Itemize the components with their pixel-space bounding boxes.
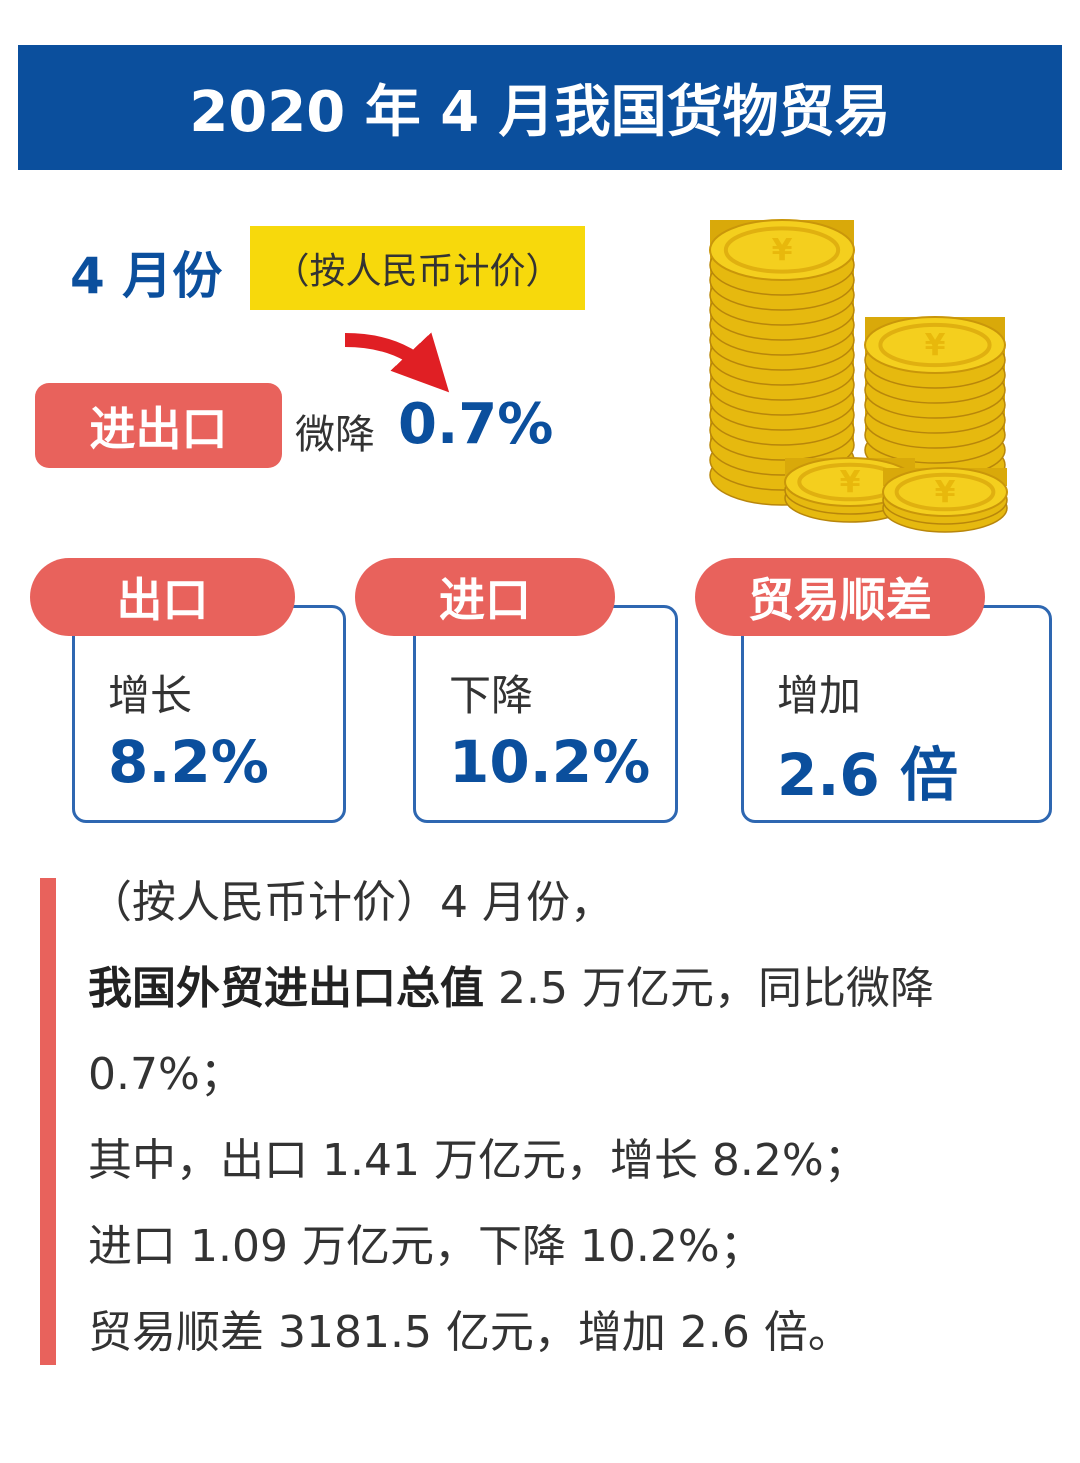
card-label: 进口 <box>355 558 615 636</box>
card <box>741 605 1052 823</box>
label-text: 贸易顺差 <box>748 573 932 627</box>
total-change: 微降 <box>295 412 375 458</box>
text: 贸易顺差 3181.5 亿元，增加 2.6 倍。 <box>88 1307 852 1358</box>
text: 进口 1.09 万亿元，下降 10.2%； <box>88 1221 764 1272</box>
coin-part: ¥ <box>772 233 793 268</box>
coin-part <box>723 226 841 274</box>
text: （按人民币计价）4 月份， <box>88 877 614 928</box>
note: （按人民币计价） <box>250 226 585 310</box>
card-value: 2.6 倍 <box>777 741 958 809</box>
card-value: 10.2% <box>449 728 651 796</box>
card-change: 增长 <box>108 671 193 720</box>
paragraph: （按人民币计价）4 月份， <box>88 860 1058 946</box>
coin-part: ¥ <box>840 465 861 500</box>
paragraph: 我国外贸进出口总值 2.5 万亿元，同比微降 0.7%； <box>88 946 1058 1118</box>
accent-bar <box>40 878 56 1365</box>
label-text: 进口 <box>439 573 531 627</box>
label-text: 进出口 <box>89 401 228 456</box>
total-value: 0.7% <box>398 392 554 457</box>
card <box>72 605 346 823</box>
card-value: 8.2% <box>108 728 269 796</box>
label-text: 出口 <box>116 573 209 627</box>
header: 2020 年 4 月我国货物贸易 <box>18 45 1062 170</box>
arrow <box>344 332 450 393</box>
total-label: 进出口 <box>35 383 282 468</box>
card-change: 增加 <box>777 671 862 720</box>
coin-part: ¥ <box>925 328 946 363</box>
title: 2020 年 4 月我国货物贸易 <box>189 80 891 145</box>
period: 4 月份 <box>70 247 223 305</box>
paragraph: 贸易顺差 3181.5 亿元，增加 2.6 倍。 <box>88 1290 1058 1376</box>
coin-part <box>878 322 992 368</box>
coin-part <box>894 472 996 512</box>
card-change: 下降 <box>449 671 534 720</box>
coin-part: ¥ <box>935 475 956 510</box>
bold-text: 我国外贸进出口总值 <box>88 963 484 1014</box>
text: 其中，出口 1.41 万亿元，增长 8.2%； <box>88 1135 868 1186</box>
coins: ¥ ¥ ¥ ¥ <box>709 219 1008 533</box>
paragraph: 进口 1.09 万亿元，下降 10.2%； <box>88 1204 1058 1290</box>
card-label: 贸易顺差 <box>695 558 985 636</box>
text: 2.5 万亿元，同比微降 0.7%； <box>88 963 934 1100</box>
paragraph: 其中，出口 1.41 万亿元，增长 8.2%； <box>88 1118 1058 1204</box>
card-label: 出口 <box>30 558 295 636</box>
note-text: （按人民币计价） <box>273 251 562 292</box>
